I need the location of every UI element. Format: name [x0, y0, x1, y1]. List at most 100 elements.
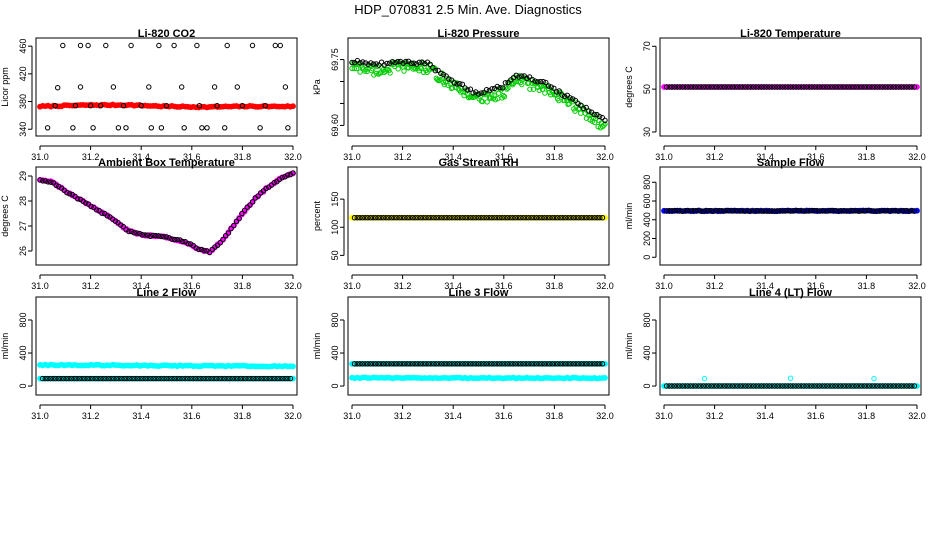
- data-point: [594, 215, 600, 221]
- data-point: [874, 383, 881, 389]
- data-point: [748, 84, 754, 90]
- series-pressure-avg: [349, 57, 608, 124]
- data-point: [47, 375, 54, 382]
- data-point: [470, 90, 476, 96]
- data-point: [163, 103, 170, 109]
- data-point: [911, 84, 918, 90]
- x-tick-label: 31.0: [655, 281, 673, 291]
- data-point: [591, 361, 598, 367]
- data-point: [766, 383, 773, 389]
- data-point: [77, 84, 84, 90]
- data-point: [698, 84, 704, 90]
- data-point: [129, 375, 135, 382]
- data-point: [507, 215, 513, 221]
- data-point: [412, 215, 418, 221]
- data-point: [779, 84, 786, 90]
- data-point: [840, 208, 846, 214]
- data-point: [737, 84, 744, 90]
- plot-frame: [659, 37, 922, 137]
- data-point: [599, 361, 606, 367]
- y-tick-label: 0: [330, 384, 340, 389]
- y-tick-label: 800: [642, 175, 652, 190]
- data-point: [729, 84, 736, 90]
- data-point: [679, 84, 686, 90]
- panel-title: Gas Stream RH: [438, 157, 518, 169]
- data-point: [679, 383, 686, 389]
- data-point: [893, 207, 899, 214]
- x-tick-label: 31.8: [858, 281, 876, 291]
- data-point: [864, 383, 870, 389]
- data-point: [489, 361, 495, 367]
- data-point: [253, 375, 259, 382]
- data-point: [388, 361, 395, 367]
- data-point: [258, 375, 265, 382]
- data-point: [104, 213, 111, 219]
- x-tick-label: 31.4: [132, 281, 150, 291]
- data-point: [85, 42, 91, 49]
- data-point: [549, 361, 556, 367]
- data-point: [187, 375, 193, 382]
- data-point: [256, 375, 262, 382]
- data-point: [895, 383, 902, 389]
- data-point: [523, 361, 529, 367]
- data-point: [898, 84, 904, 90]
- x-tick-label: 31.6: [495, 411, 513, 421]
- data-point: [716, 383, 722, 389]
- data-point: [906, 208, 912, 214]
- panel-title: Line 4 (LT) Flow: [749, 287, 832, 299]
- data-point: [60, 42, 66, 49]
- data-point: [220, 236, 226, 243]
- data-point: [690, 207, 696, 214]
- data-point: [378, 215, 384, 221]
- data-point: [880, 383, 886, 389]
- x-tick-label: 31.0: [343, 281, 361, 291]
- x-tick-label: 31.6: [807, 152, 825, 162]
- data-point: [420, 215, 426, 221]
- series-box-temp-avg: [37, 170, 296, 255]
- data-point: [737, 383, 744, 389]
- data-point: [684, 383, 691, 389]
- data-point: [599, 215, 606, 221]
- panel-title: Li-820 CO2: [138, 28, 195, 40]
- x-tick-label: 31.0: [343, 152, 361, 162]
- data-point: [245, 375, 252, 382]
- data-point: [271, 375, 278, 382]
- data-point: [859, 208, 865, 214]
- data-point: [444, 215, 450, 221]
- data-point: [684, 207, 691, 214]
- data-point: [70, 125, 76, 131]
- data-point: [217, 240, 224, 246]
- data-point: [433, 215, 439, 221]
- x-tick-label: 31.4: [444, 281, 462, 291]
- data-point: [756, 208, 762, 214]
- data-point: [909, 208, 915, 214]
- y-axis-label: percent: [312, 200, 322, 231]
- data-point: [37, 177, 43, 183]
- data-point: [753, 207, 759, 214]
- data-point: [698, 208, 704, 214]
- data-point: [467, 86, 474, 92]
- x-tick-label: 32.0: [284, 281, 302, 291]
- data-point: [732, 84, 738, 90]
- data-point: [880, 84, 886, 90]
- y-tick-label: 29: [18, 171, 28, 181]
- data-point: [551, 85, 557, 92]
- data-point: [97, 375, 104, 382]
- data-point: [743, 84, 749, 90]
- data-point: [515, 215, 521, 221]
- data-point: [724, 383, 730, 389]
- data-point: [540, 78, 546, 85]
- data-point: [417, 215, 424, 221]
- y-axis-label: Licor ppm: [0, 67, 10, 107]
- data-point: [758, 84, 765, 90]
- x-tick-label: 31.0: [343, 411, 361, 421]
- data-point: [177, 375, 183, 382]
- x-tick-label: 31.6: [495, 152, 513, 162]
- data-point: [508, 80, 515, 87]
- data-point: [700, 208, 707, 214]
- data-point: [430, 64, 436, 71]
- data-point: [682, 383, 688, 389]
- data-point: [451, 80, 457, 86]
- data-point: [486, 361, 492, 367]
- data-point: [756, 383, 762, 389]
